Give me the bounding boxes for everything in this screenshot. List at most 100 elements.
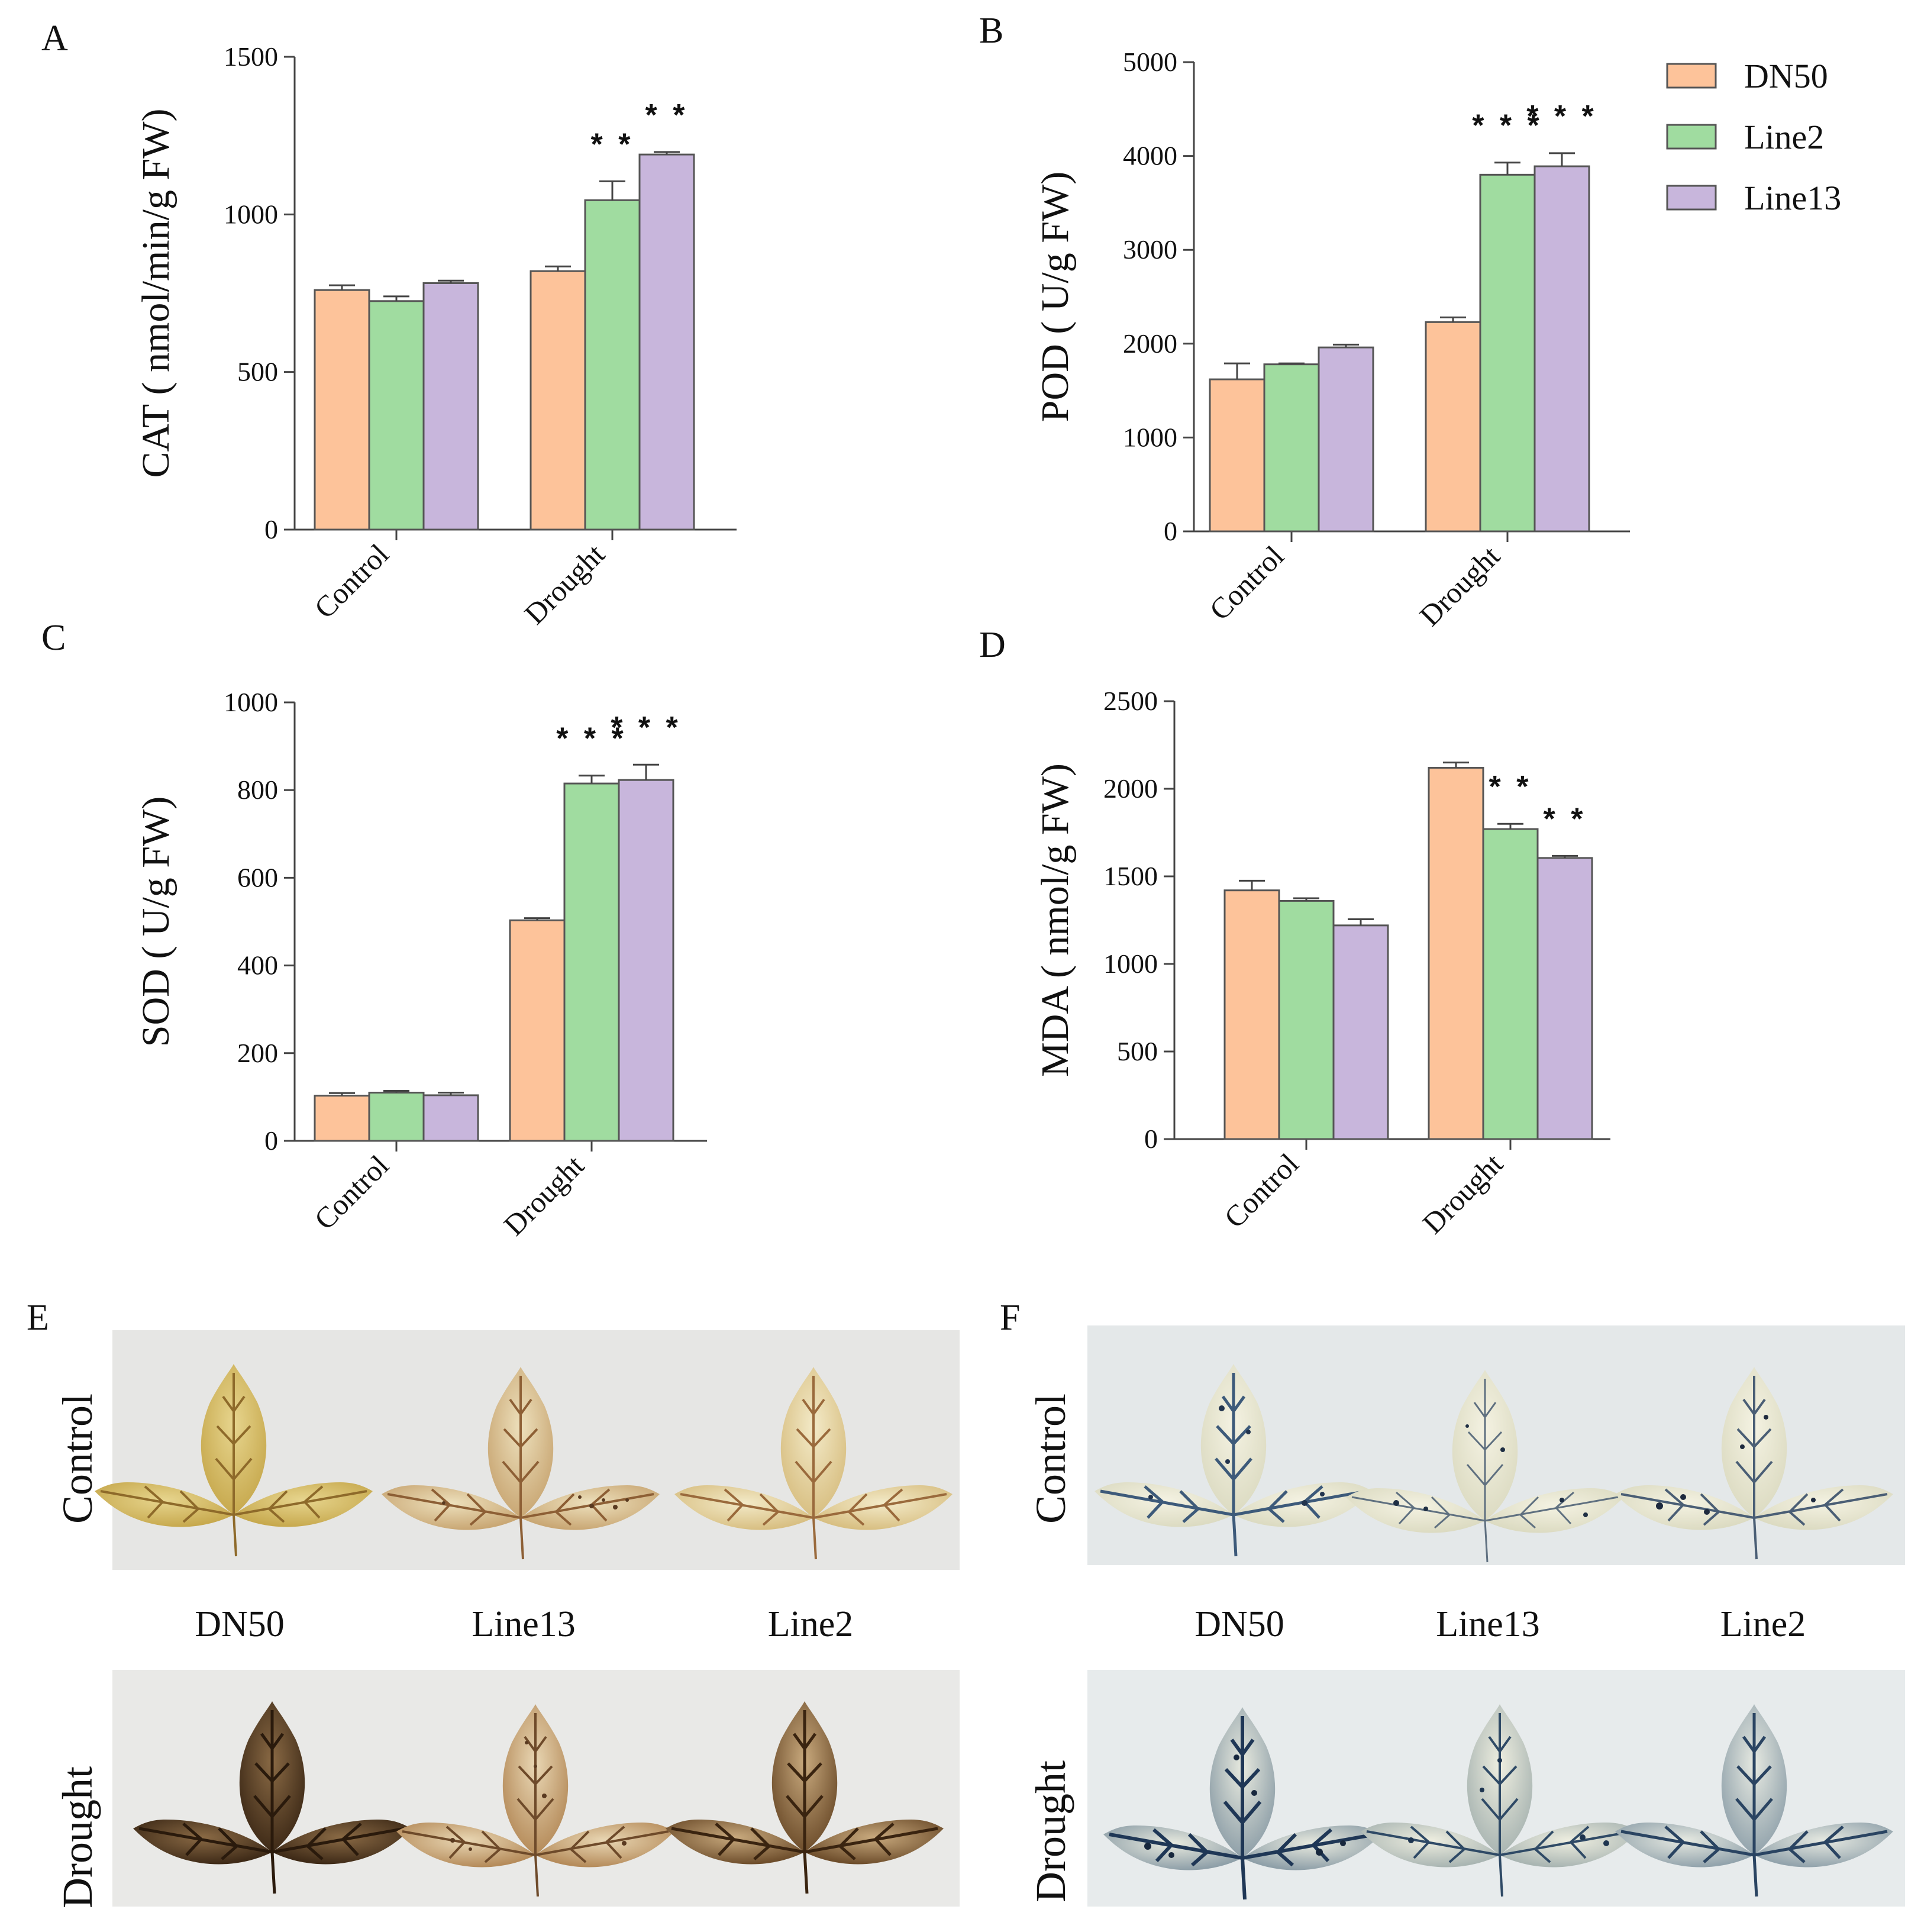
bar-line13-control [422, 1094, 479, 1142]
bar-line13-drought [1533, 165, 1590, 533]
bar-dn50-drought [530, 270, 586, 531]
leaf-nbt-control-line13 [1346, 1370, 1624, 1563]
y-axis-title: CAT ( nmol/min/g FW) [134, 109, 177, 478]
leaf-nbt-drought-line13 [1361, 1704, 1639, 1898]
bar-line13-drought [638, 153, 695, 531]
leaf-dab-drought-line13 [396, 1704, 674, 1898]
y-tick-label: 0 [264, 514, 278, 544]
col-label-line13: Line13 [472, 1604, 576, 1644]
leaf-nbt-control-dn50 [1095, 1364, 1373, 1556]
bar-dn50-drought [1425, 321, 1481, 533]
bar-line2-drought [1479, 173, 1536, 533]
significance-marker: * * * [1526, 99, 1597, 134]
category-label-drought: Drought [497, 1149, 590, 1242]
y-tick-label: 1000 [1123, 422, 1177, 452]
chart-panel-mda: D 0 500 1000 1500 2000 2500 MDA ( nmol/g FW) Con… [979, 625, 1610, 1240]
y-axis-title: MDA ( nmol/g FW) [1034, 763, 1077, 1077]
legend-label-line13: Line13 [1744, 179, 1841, 217]
bar-dn50-control [314, 1095, 370, 1142]
row-label-control-f: Control [1027, 1394, 1074, 1524]
category-label-control: Control [1218, 1147, 1305, 1234]
category-label-drought: Drought [1416, 1147, 1509, 1240]
row-label-control: Control [54, 1394, 101, 1524]
bar-dn50-drought [509, 919, 566, 1142]
row-label-drought-f: Drought [1027, 1760, 1074, 1902]
y-axis-title: POD ( U/g FW) [1034, 172, 1077, 422]
panel-letter-c: C [41, 618, 66, 658]
y-tick-label: 400 [237, 950, 278, 980]
leaf-dab-control-line13 [382, 1367, 660, 1560]
legend: DN50 Line2 Line13 [1666, 57, 1841, 217]
leaf-nbt-drought-dn50 [1103, 1707, 1381, 1899]
legend-label-line2: Line2 [1744, 118, 1824, 156]
y-tick-label: 1000 [224, 199, 278, 229]
significance-marker: * * * [611, 711, 682, 745]
legend-swatch-line2 [1666, 124, 1717, 150]
y-tick-label: 200 [237, 1038, 278, 1068]
bar-line2-drought [584, 199, 641, 531]
category-label-drought: Drought [518, 537, 611, 631]
bar-line2-control [1278, 899, 1335, 1140]
y-tick-label: 2000 [1123, 328, 1177, 359]
legend-swatch-line13 [1666, 185, 1717, 211]
bar-dn50-control [314, 289, 370, 531]
significance-marker: * * [645, 98, 689, 133]
bar-line2-control [368, 1091, 425, 1142]
chart-panel-sod: C 0 200 400 600 800 1000 SOD ( U/g FW) Control Dr… [41, 618, 707, 1242]
bar-line13-drought [1536, 857, 1593, 1140]
y-tick-label: 0 [264, 1125, 278, 1156]
significance-marker: * * [1544, 802, 1587, 836]
panel-letter-a: A [41, 18, 68, 59]
col-label-line13-f: Line13 [1436, 1604, 1540, 1644]
bar-line13-control [422, 282, 479, 531]
y-tick-label: 5000 [1123, 47, 1177, 77]
photo-panel-dab: E Control Drought DN50 Line13 Line2 [27, 1298, 960, 1908]
y-tick-label: 0 [1164, 516, 1177, 546]
bar-line13-control [1318, 346, 1374, 533]
bar-line13-drought [618, 779, 674, 1142]
panel-letter-d: D [979, 625, 1006, 665]
y-tick-label: 0 [1144, 1124, 1158, 1154]
y-tick-label: 3000 [1123, 234, 1177, 265]
legend-label-dn50: DN50 [1744, 57, 1828, 95]
category-label-control: Control [308, 1149, 395, 1236]
y-tick-label: 2000 [1103, 773, 1158, 804]
panel-letter-e: E [27, 1298, 49, 1338]
y-tick-label: 1000 [1103, 949, 1158, 979]
bar-line2-drought [1482, 828, 1539, 1140]
y-tick-label: 4000 [1123, 141, 1177, 171]
category-label-drought: Drought [1413, 539, 1506, 633]
y-tick-label: 1500 [1103, 861, 1158, 891]
category-label-control: Control [1203, 539, 1290, 627]
chart-panel-pod: B 0 1000 2000 3000 4000 5000 POD ( U/g FW) Contr… [979, 11, 1630, 633]
bar-dn50-control [1209, 378, 1265, 533]
y-tick-label: 500 [237, 357, 278, 387]
legend-swatch-dn50 [1666, 63, 1717, 89]
bar-line2-drought [563, 782, 620, 1142]
y-axis-title: SOD ( U/g FW) [134, 796, 177, 1047]
y-tick-label: 500 [1117, 1036, 1158, 1066]
panel-letter-f: F [1000, 1298, 1020, 1338]
bar-line2-control [1263, 363, 1320, 533]
leaf-nbt-control-line2 [1615, 1367, 1893, 1560]
bar-line2-control [368, 300, 425, 531]
col-label-dn50: DN50 [195, 1604, 285, 1644]
bar-line13-control [1332, 924, 1389, 1140]
category-label-control: Control [308, 537, 395, 625]
col-label-line2-f: Line2 [1720, 1604, 1806, 1644]
col-label-dn50-f: DN50 [1194, 1604, 1284, 1644]
y-tick-label: 1500 [224, 41, 278, 72]
bar-dn50-drought [1428, 766, 1484, 1140]
row-label-drought: Drought [54, 1766, 101, 1908]
y-tick-label: 2500 [1103, 686, 1158, 716]
y-tick-label: 800 [237, 775, 278, 805]
chart-panel-cat: A 0 500 1000 1500 CAT ( nmol/min/g FW) Control… [41, 18, 737, 631]
panel-letter-b: B [979, 11, 1003, 51]
y-tick-label: 600 [237, 862, 278, 892]
significance-marker: * * [1489, 770, 1532, 804]
significance-marker: * * * [556, 722, 627, 756]
col-label-line2: Line2 [768, 1604, 854, 1644]
y-tick-label: 1000 [224, 687, 278, 717]
significance-marker: * * [591, 127, 634, 162]
